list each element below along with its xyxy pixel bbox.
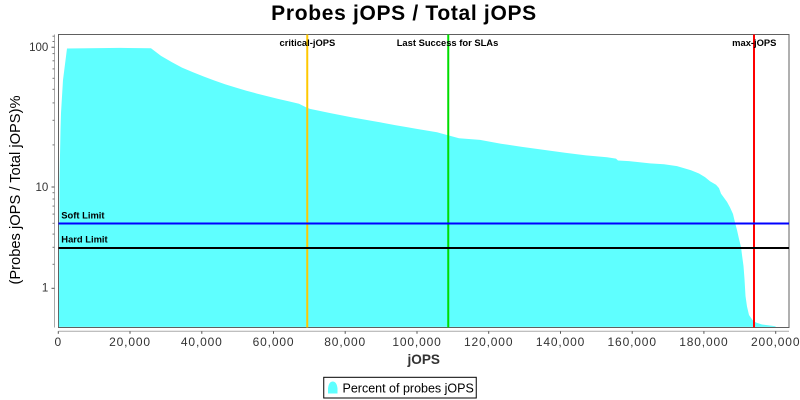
- svg-text:Probes jOPS / Total jOPS: Probes jOPS / Total jOPS: [271, 2, 537, 25]
- svg-text:200,000: 200,000: [751, 335, 800, 349]
- svg-text:140,000: 140,000: [536, 335, 585, 349]
- svg-text:Last Success for SLAs: Last Success for SLAs: [397, 37, 499, 48]
- svg-text:jOPS: jOPS: [407, 352, 440, 367]
- svg-text:120,000: 120,000: [464, 335, 513, 349]
- svg-text:(Probes jOPS / Total jOPS)%: (Probes jOPS / Total jOPS)%: [8, 95, 24, 284]
- svg-text:40,000: 40,000: [181, 335, 223, 349]
- svg-text:max-jOPS: max-jOPS: [732, 37, 776, 48]
- svg-text:180,000: 180,000: [679, 335, 728, 349]
- svg-text:20,000: 20,000: [109, 335, 151, 349]
- svg-text:1: 1: [42, 283, 48, 295]
- svg-text:10: 10: [36, 182, 49, 194]
- svg-text:Hard Limit: Hard Limit: [61, 234, 107, 245]
- svg-text:80,000: 80,000: [324, 335, 366, 349]
- svg-text:Percent of probes jOPS: Percent of probes jOPS: [343, 381, 474, 395]
- svg-text:0: 0: [55, 335, 63, 349]
- svg-text:Soft Limit: Soft Limit: [61, 210, 104, 221]
- svg-text:100: 100: [29, 42, 48, 54]
- svg-text:160,000: 160,000: [608, 335, 657, 349]
- svg-text:60,000: 60,000: [253, 335, 295, 349]
- svg-text:100,000: 100,000: [392, 335, 441, 349]
- svg-text:critical-jOPS: critical-jOPS: [280, 37, 336, 48]
